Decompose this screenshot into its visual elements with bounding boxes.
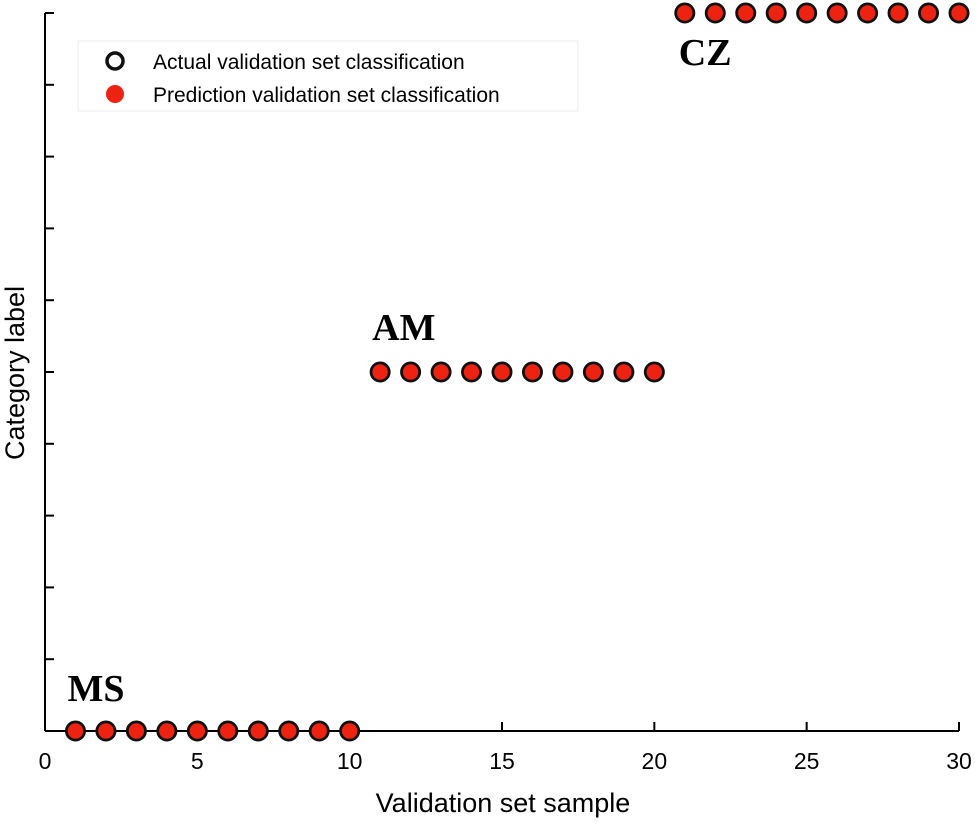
x-tick-label: 10 [337,748,363,774]
prediction-point [766,3,786,23]
prediction-point [370,362,390,382]
actual-point [582,361,604,383]
actual-point [948,2,970,24]
prediction-point [553,362,573,382]
prediction-point [858,3,877,23]
actual-point [186,720,208,742]
prediction-point [309,721,329,741]
actual-point [826,2,848,24]
prediction-point [127,721,146,741]
category-label-cz: CZ [679,32,732,74]
prediction-point [431,362,451,382]
actual-point [735,2,757,24]
x-axis-label: Validation set sample [376,788,631,818]
prediction-point [157,721,177,741]
y-axis-label: Category label [0,286,30,460]
prediction-point [919,3,938,23]
data-points [64,2,970,742]
actual-point [95,720,117,742]
actual-point [552,361,574,383]
actual-point [64,720,86,742]
prediction-point [645,362,664,382]
prediction-point [492,362,512,382]
prediction-point [188,721,207,741]
actual-point [765,2,787,24]
actual-point [369,361,391,383]
legend-marker-actual [105,51,125,71]
x-tick-label: 20 [642,748,668,774]
x-tick-label: 25 [794,748,820,774]
prediction-point [523,362,542,382]
prediction-point [401,362,420,382]
actual-point [339,720,361,742]
actual-point [217,720,239,742]
category-label-ms: MS [67,668,124,710]
actual-point [796,2,818,24]
x-tick-label: 30 [946,748,972,774]
prediction-point [218,721,238,741]
actual-point [704,2,726,24]
prediction-point [248,721,268,741]
prediction-point [797,3,816,23]
prediction-point [66,721,85,741]
actual-point [674,2,696,24]
actual-point [643,361,665,383]
actual-point [613,361,635,383]
prediction-point [888,3,908,23]
axes: 0 5 10 15 20 25 30 [39,12,972,774]
legend-label-prediction: Prediction validation set classification [153,84,500,107]
legend-box [77,40,579,112]
prediction-point [584,362,603,382]
prediction-point [736,3,756,23]
actual-point [461,361,483,383]
prediction-point [705,3,725,23]
actual-point [247,720,269,742]
actual-point [918,2,940,24]
x-tick-label: 15 [489,748,515,774]
prediction-point [675,3,695,23]
prediction-point [614,362,634,382]
actual-point [278,720,300,742]
category-label-am: AM [372,307,435,349]
actual-point [400,361,422,383]
actual-point [887,2,909,24]
actual-point [430,361,452,383]
prediction-point [949,3,969,23]
legend-marker-prediction [106,85,124,103]
prediction-point [340,721,359,741]
prediction-point [827,3,847,23]
legend: Actual validation set classification Pre… [77,40,579,112]
prediction-point [462,362,481,382]
actual-point [156,720,178,742]
prediction-point [96,721,116,741]
actual-point [491,361,513,383]
legend-label-actual: Actual validation set classification [153,51,465,74]
actual-point [125,720,147,742]
actual-point [857,2,879,24]
x-tick-label: 5 [191,748,204,774]
category-annotations: MS AM CZ [67,32,731,710]
actual-point [521,361,543,383]
prediction-point [279,721,299,741]
x-tick-label: 0 [39,748,52,774]
actual-point [308,720,330,742]
